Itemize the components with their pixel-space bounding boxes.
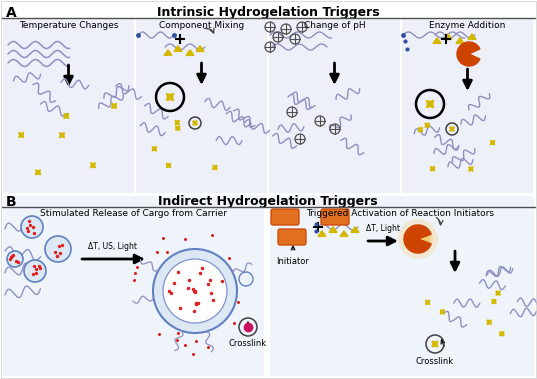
Polygon shape [432, 341, 438, 347]
Text: ΔT, Light: ΔT, Light [366, 224, 400, 233]
Text: ΔT, US, Light: ΔT, US, Light [89, 242, 137, 251]
Text: Crosslink: Crosslink [416, 357, 454, 366]
Circle shape [21, 216, 43, 238]
Polygon shape [112, 103, 117, 108]
Circle shape [7, 251, 23, 267]
FancyBboxPatch shape [3, 196, 264, 376]
Polygon shape [468, 34, 476, 39]
Polygon shape [496, 291, 500, 295]
Circle shape [398, 219, 438, 259]
Polygon shape [186, 50, 194, 55]
Polygon shape [340, 231, 348, 236]
Text: B: B [6, 195, 17, 209]
Text: Initiator: Initiator [277, 257, 309, 266]
Polygon shape [444, 34, 452, 39]
Polygon shape [425, 300, 430, 304]
Text: Indirect Hydrogelation Triggers: Indirect Hydrogelation Triggers [158, 195, 378, 208]
Polygon shape [500, 332, 504, 336]
FancyBboxPatch shape [3, 18, 134, 193]
Text: Change of pH: Change of pH [304, 21, 365, 30]
Polygon shape [35, 170, 40, 175]
FancyBboxPatch shape [402, 18, 533, 193]
Polygon shape [487, 320, 491, 324]
FancyBboxPatch shape [136, 18, 267, 193]
Polygon shape [166, 94, 173, 100]
Circle shape [153, 249, 237, 333]
Polygon shape [425, 123, 429, 127]
Polygon shape [164, 50, 172, 55]
FancyBboxPatch shape [269, 18, 400, 193]
Polygon shape [450, 127, 454, 131]
Wedge shape [457, 42, 480, 66]
Text: Temperature Changes: Temperature Changes [19, 21, 118, 30]
Polygon shape [329, 227, 337, 232]
Polygon shape [418, 128, 423, 132]
Polygon shape [60, 133, 64, 138]
Circle shape [45, 236, 71, 262]
Polygon shape [351, 227, 359, 232]
FancyBboxPatch shape [321, 209, 349, 225]
Text: Crosslink: Crosslink [229, 339, 267, 348]
FancyBboxPatch shape [271, 209, 299, 225]
Polygon shape [193, 121, 197, 125]
Polygon shape [490, 141, 495, 145]
Polygon shape [431, 167, 435, 171]
Circle shape [403, 224, 433, 254]
Polygon shape [440, 310, 445, 314]
Wedge shape [404, 225, 431, 253]
Circle shape [163, 259, 227, 323]
Text: Stimulated Release of Cargo from Carrier: Stimulated Release of Cargo from Carrier [40, 209, 228, 218]
Circle shape [406, 227, 430, 251]
Text: Component Mixing: Component Mixing [159, 21, 244, 30]
Polygon shape [91, 163, 96, 168]
Polygon shape [153, 147, 156, 151]
Polygon shape [426, 100, 433, 108]
Text: Triggered Activation of Reaction Initiators: Triggered Activation of Reaction Initiat… [306, 209, 494, 218]
Text: A: A [6, 6, 17, 20]
Polygon shape [318, 231, 326, 236]
Polygon shape [213, 165, 217, 170]
Polygon shape [456, 38, 464, 44]
Text: Enzyme Addition: Enzyme Addition [429, 21, 506, 30]
Polygon shape [492, 299, 496, 304]
Polygon shape [175, 121, 179, 125]
Text: Intrinsic Hydrogelation Triggers: Intrinsic Hydrogelation Triggers [157, 6, 379, 19]
Circle shape [24, 260, 46, 282]
Polygon shape [176, 126, 180, 130]
Polygon shape [469, 167, 473, 171]
Polygon shape [433, 38, 441, 44]
Polygon shape [19, 133, 24, 138]
FancyBboxPatch shape [278, 229, 306, 245]
Polygon shape [64, 114, 69, 119]
Polygon shape [196, 46, 204, 52]
FancyBboxPatch shape [270, 196, 534, 376]
Polygon shape [174, 46, 182, 52]
Polygon shape [166, 163, 171, 168]
